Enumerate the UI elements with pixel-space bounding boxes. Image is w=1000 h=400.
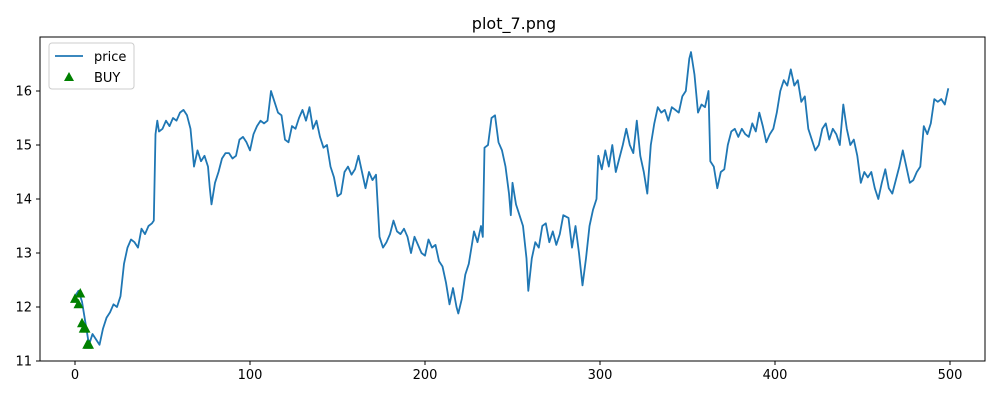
x-tick-label-5: 500 (938, 368, 963, 383)
x-tick-label-3: 300 (588, 368, 613, 383)
chart-marks (70, 51, 950, 349)
buy-marker-2 (75, 288, 86, 298)
x-tick-label-2: 200 (413, 368, 438, 383)
x-tick-label-1: 100 (238, 368, 263, 383)
y-tick-label-5: 16 (15, 85, 32, 100)
axis-ticks: 0 100 200 300 400 500 11 12 13 14 15 16 (15, 85, 962, 384)
legend-buy-triangle-icon (64, 72, 74, 81)
y-tick-label-4: 15 (15, 139, 32, 154)
axes-frame (39, 36, 986, 362)
chart-title: plot_7.png (472, 14, 556, 34)
x-tick-label-0: 0 (71, 368, 79, 383)
legend-price-label: price (94, 50, 126, 65)
y-tick-label-3: 14 (15, 193, 32, 208)
price-series-line (74, 51, 950, 346)
y-tick-label-0: 11 (15, 355, 32, 370)
legend: price BUY (48, 42, 135, 90)
buy-marker-0 (70, 293, 80, 303)
buy-marker-7 (84, 339, 94, 349)
legend-buy-label: BUY (94, 71, 120, 86)
buy-marker-5 (80, 323, 91, 333)
y-tick-label-1: 12 (15, 301, 32, 316)
y-tick-label-2: 13 (15, 247, 32, 262)
x-tick-label-4: 400 (763, 368, 788, 383)
buy-marker-1 (73, 298, 84, 309)
